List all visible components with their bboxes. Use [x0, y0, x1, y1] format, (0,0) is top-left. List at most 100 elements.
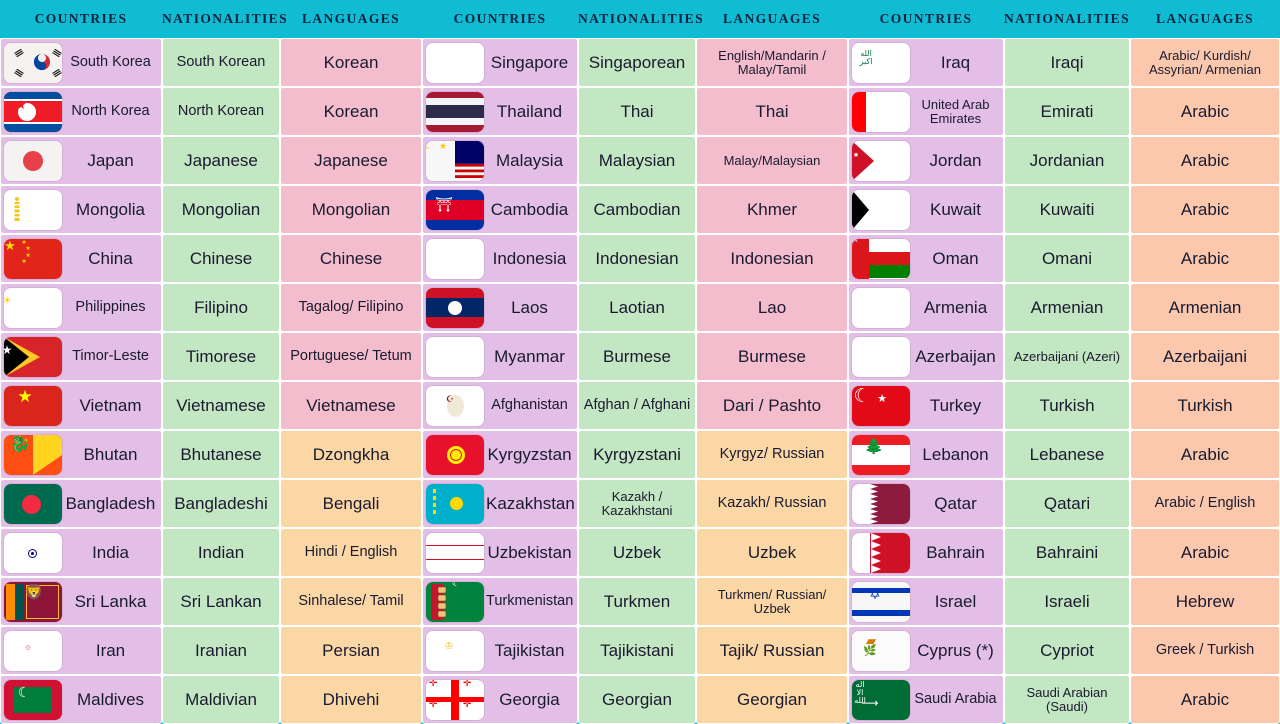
nationality-cell: Cambodian	[578, 185, 696, 234]
country-name: Bangladesh	[65, 493, 156, 513]
language-cell: Bengali	[280, 479, 422, 528]
language-cell: Arabic	[1130, 675, 1280, 724]
north-korea-flag: ★	[4, 91, 62, 132]
oman-flag: ⚔	[852, 238, 910, 279]
table-row: ★ ★ ★ ★ ★ China Chinese Chinese	[0, 234, 422, 283]
language-cell: Dhivehi	[280, 675, 422, 724]
header-countries: COUNTRIES	[453, 11, 547, 26]
kazakhstan-flag	[426, 483, 484, 524]
language-cell: Arabic	[1130, 430, 1280, 479]
country-name: India	[92, 542, 129, 562]
country-name: Turkmenistan	[486, 592, 574, 609]
table-body-left: South Korea South Korean Korean ★ North Kor…	[0, 38, 422, 724]
nationality-cell: Saudi Arabian (Saudi)	[1004, 675, 1130, 724]
panel-southeast-central-asia: COUNTRIES NATIONALITIES LANGUAGES ☾ ★ ★ S…	[422, 0, 848, 724]
country-name: Thailand	[496, 101, 563, 121]
table-row: Kuwait Kuwaiti Arabic	[848, 185, 1280, 234]
nationality-cell: Emirati	[1004, 87, 1130, 136]
table-header-right: COUNTRIES NATIONALITIES LANGUAGES	[848, 0, 1280, 38]
country-name: Philippines	[75, 298, 146, 315]
table-body-mid: ☾ ★ ★ Singapore Singaporean English/Mandari…	[422, 38, 848, 724]
table-row: Thailand Thai Thai	[422, 87, 848, 136]
table-row: ۞ Iran Iranian Persian	[0, 626, 422, 675]
country-cell: India	[0, 528, 162, 577]
georgia-flag: ✛ ✛ ✛ ✛	[426, 679, 484, 720]
country-cell: ★ Vietnam	[0, 381, 162, 430]
language-cell: Vietnamese	[280, 381, 422, 430]
country-cell: ☾ Turkmenistan	[422, 577, 578, 626]
nationality-cell: Omani	[1004, 234, 1130, 283]
table-row: ☾ ★ ★ Singapore Singaporean English/Mandari…	[422, 38, 848, 87]
country-name: Qatar	[934, 493, 977, 513]
laos-flag	[426, 287, 484, 328]
country-name: Mongolia	[76, 199, 145, 219]
language-cell: Indonesian	[696, 234, 848, 283]
bangladesh-flag	[4, 483, 62, 524]
language-cell: Khmer	[696, 185, 848, 234]
nationality-cell: Qatari	[1004, 479, 1130, 528]
table-row: ☾ ★ Turkey Turkish Turkish	[848, 381, 1280, 430]
language-cell: Arabic / English	[1130, 479, 1280, 528]
panel-east-southeast-asia: COUNTRIES NATIONALITIES LANGUAGES South …	[0, 0, 422, 724]
country-cell: ☪ Afghanistan	[422, 381, 578, 430]
table-row: ⚔ Oman Omani Arabic	[848, 234, 1280, 283]
table-row: ✛ ✛ ✛ ✛ Georgia Georgian Georgian	[422, 675, 848, 724]
country-name: Laos	[511, 297, 548, 317]
nationality-cell: Iranian	[162, 626, 280, 675]
table-row: Japan Japanese Japanese	[0, 136, 422, 185]
nationality-cell: Sri Lankan	[162, 577, 280, 626]
country-cell: Mongolia	[0, 185, 162, 234]
india-flag	[4, 532, 62, 573]
nationality-cell: Bahraini	[1004, 528, 1130, 577]
country-name: Iran	[95, 640, 126, 660]
language-cell: Dari / Pashto	[696, 381, 848, 430]
language-cell: Kyrgyz/ Russian	[696, 430, 848, 479]
country-cell: ۞ Iran	[0, 626, 162, 675]
language-cell: Korean	[280, 87, 422, 136]
country-name: Tajikistan	[494, 640, 565, 660]
header-nationalities: NATIONALITIES	[162, 11, 288, 26]
country-name: Sri Lanka	[74, 591, 147, 611]
country-cell: ☾ ★★★ ★★★ Uzbekistan	[422, 528, 578, 577]
country-cell: Qatar	[848, 479, 1004, 528]
header-languages: LANGUAGES	[301, 11, 401, 26]
country-name: Singapore	[490, 52, 569, 72]
table-row: الله اكبر Iraq Iraqi Arabic/ Kurdish/ Assyr…	[848, 38, 1280, 87]
uzbekistan-flag: ☾ ★★★ ★★★	[426, 532, 484, 573]
myanmar-flag: ★	[426, 336, 484, 377]
header-countries: COUNTRIES	[879, 11, 973, 26]
table-row: Armenia Armenian Armenian	[848, 283, 1280, 332]
armenia-flag	[852, 287, 910, 328]
country-cell: Thailand	[422, 87, 578, 136]
language-cell: Greek / Turkish	[1130, 626, 1280, 675]
table-row: ✡ Israel Israeli Hebrew	[848, 577, 1280, 626]
lebanon-flag: 🌲	[852, 434, 910, 475]
country-cell: United Arab Emirates	[848, 87, 1004, 136]
table-body-right: الله اكبر Iraq Iraqi Arabic/ Kurdish/ Assyr…	[848, 38, 1280, 724]
nationality-cell: Kuwaiti	[1004, 185, 1130, 234]
nationality-cell: Singaporean	[578, 38, 696, 87]
china-flag: ★ ★ ★ ★ ★	[4, 238, 62, 279]
country-cell: ★ Myanmar	[422, 332, 578, 381]
table-row: Laos Laotian Lao	[422, 283, 848, 332]
country-cell: 🌲 Lebanon	[848, 430, 1004, 479]
country-name: Bhutan	[83, 444, 138, 464]
language-cell: Armenian	[1130, 283, 1280, 332]
country-name: Jordan	[929, 150, 982, 170]
country-name: Kyrgyzstan	[487, 444, 572, 464]
country-cell: Armenia	[848, 283, 1004, 332]
country-name: Maldives	[76, 689, 145, 709]
country-name: Timor-Leste	[72, 347, 149, 364]
south-korea-flag	[4, 42, 62, 83]
cyprus-flag: ▰ 🌿	[852, 630, 910, 671]
table-row: ☾ Turkmenistan Turkmen Turkmen/ Russian/ Uz…	[422, 577, 848, 626]
country-name: North Korea	[71, 102, 150, 119]
table-row: 🦁 Sri Lanka Sri Lankan Sinhalese/ Tamil	[0, 577, 422, 626]
table-row: ★ Jordan Jordanian Arabic	[848, 136, 1280, 185]
nationality-cell: Kyrgyzstani	[578, 430, 696, 479]
table-row: Qatar Qatari Arabic / English	[848, 479, 1280, 528]
nationality-cell: Vietnamese	[162, 381, 280, 430]
